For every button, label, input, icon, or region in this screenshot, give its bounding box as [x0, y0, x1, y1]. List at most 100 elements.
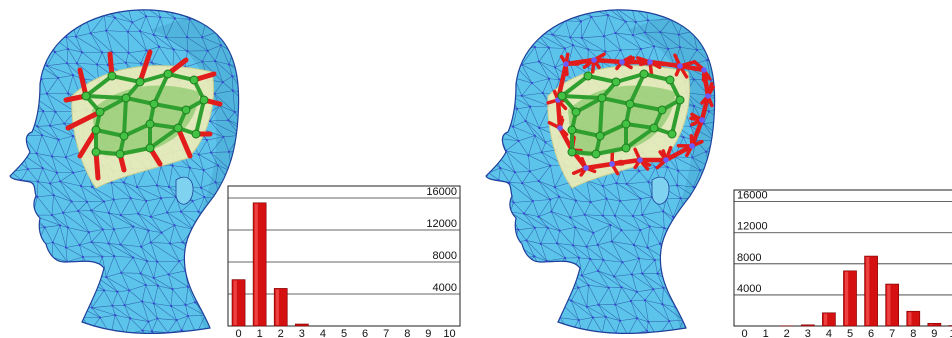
mesh-vertex: [124, 61, 127, 64]
mesh-vertex: [737, 32, 739, 34]
mesh-vertex: [668, 319, 671, 323]
mesh-vertex: [45, 92, 49, 95]
mesh-vertex: [676, 271, 679, 274]
y-tick-label: 12000: [426, 218, 457, 230]
mesh-vertex: [66, 92, 70, 95]
mesh-vertex: [639, 197, 642, 200]
spoke: [137, 49, 153, 85]
mesh-vertex: [203, 195, 206, 199]
mesh-vertex: [544, 141, 547, 144]
mesh-vertex: [113, 16, 117, 19]
mesh-vertex: [639, 47, 643, 51]
mesh-vertex: [152, 33, 155, 36]
x-tick-label: 0: [741, 328, 747, 338]
patch-graph: [63, 49, 223, 181]
mesh-vertex: [74, 35, 77, 38]
mesh-vertex: [119, 213, 122, 217]
mesh-vertex: [160, 196, 163, 200]
mesh-vertex: [699, 169, 702, 172]
mesh-vertex: [110, 334, 112, 336]
mesh-vertex: [205, 138, 209, 142]
mesh-vertex: [720, 187, 722, 189]
mesh-vertex: [499, 166, 502, 170]
mesh-vertex: [58, 224, 62, 227]
mesh-vertex: [72, 284, 75, 287]
mesh-vertex: [66, 47, 70, 51]
mesh-vertex: [730, 89, 732, 91]
mesh-vertex: [579, 20, 583, 23]
mesh-vertex: [202, 169, 205, 172]
mesh-vertex: [680, 258, 683, 262]
mesh-vertex: [498, 194, 502, 197]
mesh-vertex: [574, 199, 577, 202]
mesh-vertex: [106, 63, 109, 67]
mesh-vertex: [648, 225, 651, 228]
mesh-vertex: [609, 223, 612, 227]
mesh-vertex: [619, 49, 622, 52]
mesh-vertex: [223, 17, 226, 20]
left-figure-svg: 4000 8000 12000 16000 0 1 2 3 4 5 6 7 8 9 10: [9, 2, 461, 338]
mesh-vertex: [52, 194, 55, 197]
mesh-vertex: [491, 214, 494, 218]
graph-node: [189, 75, 199, 85]
mesh-vertex: [87, 231, 90, 234]
mesh-vertex: [218, 319, 221, 322]
bar-highlight: [887, 285, 891, 325]
mesh-vertex: [265, 19, 267, 21]
mesh-vertex: [36, 195, 39, 198]
graph-node: [597, 93, 607, 103]
mesh-vertex: [679, 197, 682, 200]
mesh-vertex: [227, 2, 229, 4]
boundary-vertex: [563, 61, 569, 67]
right-figure: 4000 8000 12000 16000 0 1 2 3 4 5 6 7 8 9 10: [476, 0, 952, 338]
mesh-vertex: [495, 301, 498, 304]
mesh-vertex: [479, 245, 481, 247]
mesh-vertex: [661, 303, 664, 306]
mesh-vertex: [627, 334, 629, 336]
mesh-vertex: [43, 226, 46, 229]
bar-highlight: [275, 289, 279, 325]
mesh-vertex: [79, 4, 81, 6]
mesh-vertex: [10, 170, 12, 173]
y-tick-label: 8000: [737, 252, 761, 264]
mesh-vertex: [602, 35, 606, 38]
mesh-vertex: [713, 139, 715, 142]
x-tick-label: 9: [931, 328, 937, 338]
mesh-vertex: [488, 47, 492, 50]
graph-edge: [614, 72, 646, 84]
mesh-vertex: [601, 214, 604, 217]
mesh-vertex: [504, 14, 507, 17]
mesh-vertex: [530, 81, 533, 85]
mesh-vertex: [676, 184, 679, 187]
mesh-vertex: [251, 18, 253, 20]
mesh-vertex: [540, 270, 543, 274]
mesh-vertex: [577, 256, 581, 259]
mesh-vertex: [50, 214, 54, 217]
x-tick-label: 7: [383, 328, 389, 338]
mesh-vertex: [558, 229, 561, 232]
mesh-vertex: [141, 300, 144, 303]
graph-nodes: [81, 69, 209, 159]
graph-node: [149, 99, 159, 109]
mesh-vertex: [135, 185, 139, 189]
mesh-vertex: [646, 19, 650, 22]
mesh-vertex: [678, 46, 682, 49]
mesh-vertex: [520, 63, 523, 66]
mesh-vertex: [27, 200, 30, 203]
mesh-vertex: [553, 66, 557, 69]
mesh-vertex: [193, 301, 197, 304]
mesh-vertex: [553, 186, 556, 189]
mesh-vertex: [152, 276, 155, 279]
y-tick-label: 4000: [433, 282, 457, 294]
mesh-vertex: [481, 63, 483, 65]
graph-node: [665, 75, 675, 85]
mesh-vertex: [735, 59, 737, 61]
mesh-vertex: [47, 5, 49, 7]
boundary-vertex: [701, 67, 707, 73]
graph-node: [173, 123, 183, 133]
x-tick-label: 5: [341, 328, 347, 338]
mesh-vertex: [173, 224, 176, 227]
mesh-vertex: [35, 62, 38, 65]
mesh-vertex: [206, 49, 209, 52]
mesh-vertex: [700, 301, 703, 304]
